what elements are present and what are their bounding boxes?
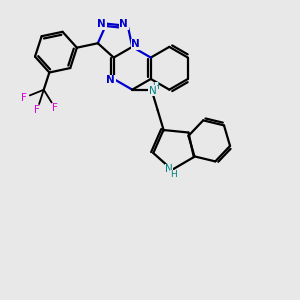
Text: H: H [170,170,177,179]
Text: N: N [106,76,115,85]
Text: N: N [98,19,106,29]
Text: N: N [149,85,157,96]
Text: N: N [119,20,128,29]
Text: F: F [34,105,40,115]
Text: N: N [131,40,140,50]
Text: N: N [165,164,173,175]
Text: F: F [52,103,58,113]
Text: H: H [152,82,159,91]
Text: F: F [21,93,27,103]
